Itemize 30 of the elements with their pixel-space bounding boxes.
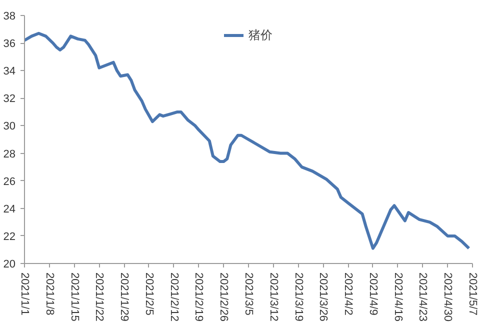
- y-tick-label: 20: [3, 258, 16, 270]
- x-tick-label: 2021/4/16: [392, 272, 404, 322]
- x-tick-label: 2021/5/7: [466, 272, 478, 316]
- y-tick-label: 22: [3, 230, 16, 243]
- y-tick-label: 26: [3, 176, 16, 188]
- x-tick-label: 2021/1/15: [68, 272, 80, 322]
- y-tick-label: 28: [3, 148, 16, 160]
- x-tick-label: 2021/4/2: [342, 272, 354, 316]
- x-tick-label: 2021/3/12: [267, 272, 280, 322]
- x-tick-label: 2021/1/22: [93, 272, 106, 322]
- x-tick-label: 2021/1/8: [43, 272, 56, 316]
- y-tick-label: 34: [3, 66, 16, 78]
- x-tick-label: 2021/4/30: [442, 272, 454, 322]
- x-tick-label: 2021/3/19: [292, 272, 304, 322]
- x-tick-label: 2021/1/29: [118, 272, 130, 322]
- x-tick-label: 2021/2/26: [218, 272, 230, 322]
- y-tick-label: 38: [3, 10, 16, 22]
- y-tick-label: 32: [3, 93, 16, 106]
- x-tick-label: 2021/2/19: [192, 272, 205, 322]
- x-tick-label: 2021/4/9: [366, 272, 379, 316]
- x-tick-label: 2021/2/12: [168, 272, 180, 322]
- y-tick-label: 24: [3, 203, 16, 216]
- x-tick-label: 2021/4/23: [416, 272, 429, 322]
- y-tick-label: 30: [3, 120, 16, 133]
- y-tick-label: 36: [3, 38, 16, 50]
- x-tick-label: 2021/3/26: [317, 272, 330, 322]
- legend-label: 猪价: [248, 26, 272, 44]
- x-tick-label: 2021/2/5: [142, 272, 155, 316]
- x-tick-label: 2021/3/5: [242, 272, 254, 316]
- x-tick-label: 2021/1/1: [18, 272, 30, 316]
